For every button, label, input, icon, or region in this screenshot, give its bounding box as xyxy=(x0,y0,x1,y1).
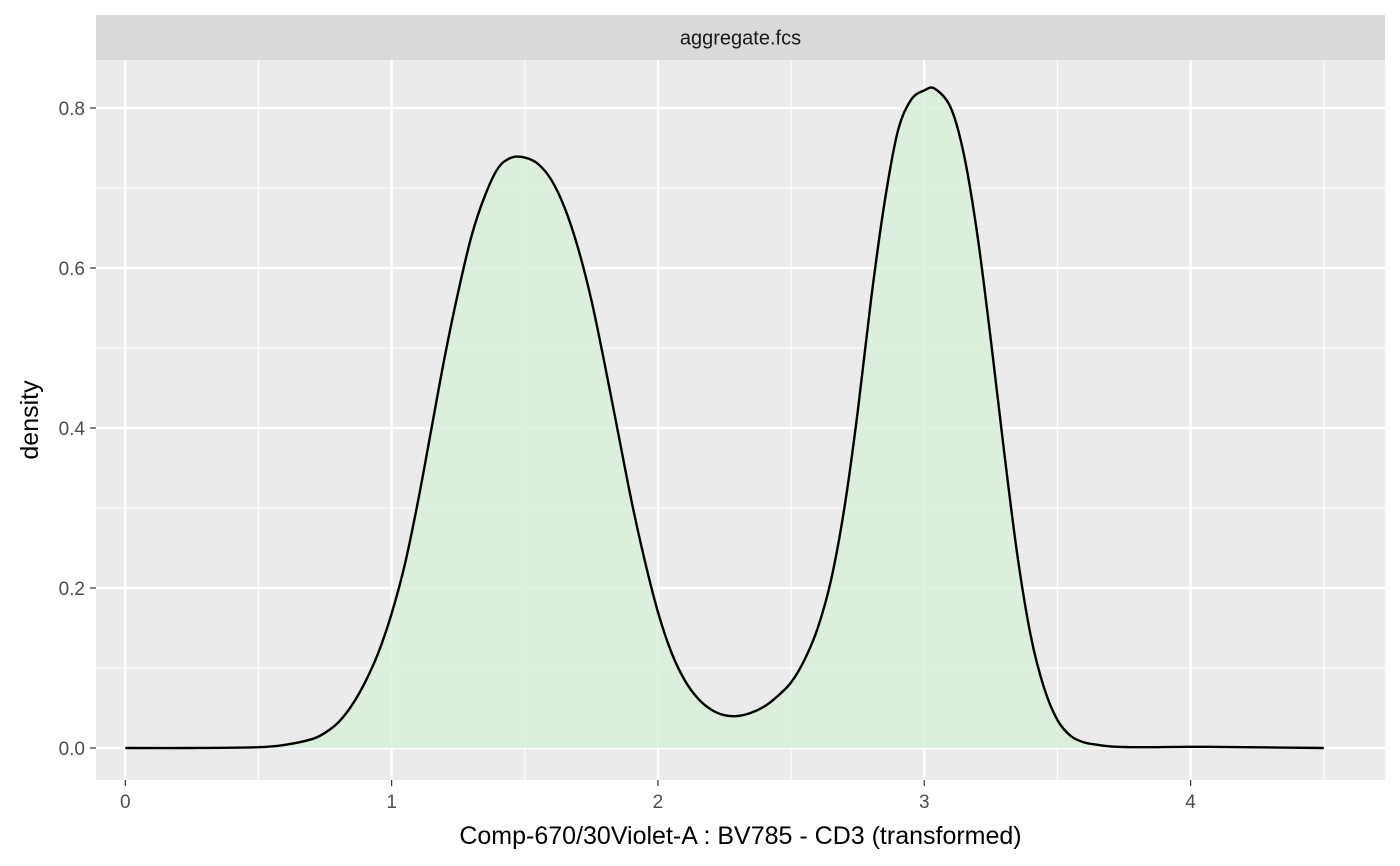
x-axis-title: Comp-670/30Violet-A : BV785 - CD3 (trans… xyxy=(459,822,1021,850)
x-tick-label: 0 xyxy=(120,792,131,813)
y-axis-title: density xyxy=(16,380,44,460)
y-tick-label: 0.2 xyxy=(59,579,85,600)
x-tick-label: 4 xyxy=(1185,792,1196,813)
x-tick-label: 1 xyxy=(386,792,397,813)
y-tick-label: 0.6 xyxy=(59,259,85,280)
x-tick-label: 3 xyxy=(919,792,930,813)
y-axis-ticks: 0.0 0.2 0.4 0.6 0.8 xyxy=(59,99,96,760)
facet-strip-label: aggregate.fcs xyxy=(680,28,801,50)
facet-strip xyxy=(96,15,1385,60)
x-axis-ticks: 0 1 2 3 4 xyxy=(120,780,1196,813)
y-tick-label: 0.4 xyxy=(59,419,86,440)
x-tick-label: 2 xyxy=(653,792,664,813)
density-area xyxy=(125,87,1324,749)
y-tick-label: 0.8 xyxy=(59,99,85,120)
panel-background xyxy=(96,60,1385,780)
density-line xyxy=(125,86,1324,750)
y-tick-label: 0.0 xyxy=(59,739,85,760)
